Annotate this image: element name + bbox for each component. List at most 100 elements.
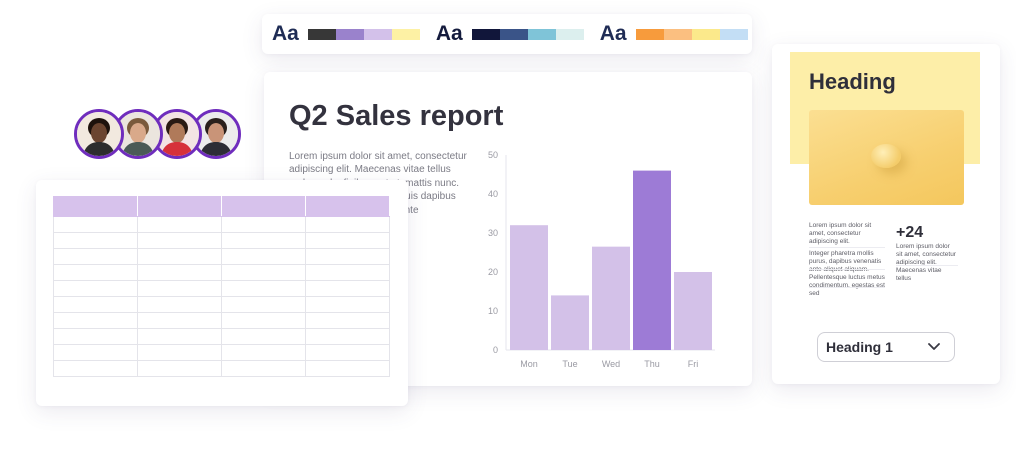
table-cell[interactable] bbox=[305, 280, 390, 297]
table-cell[interactable] bbox=[305, 264, 390, 281]
table-cell[interactable] bbox=[221, 196, 306, 217]
avatar-woman-curly-hair[interactable] bbox=[74, 109, 124, 159]
heading-card-text-1: Lorem ipsum dolor sit amet, consectetur … bbox=[809, 222, 872, 245]
palette-group[interactable]: Aa bbox=[272, 22, 420, 46]
table-cell[interactable] bbox=[137, 312, 222, 329]
bar-chart: 0 10 20 30 40 50 Mon Tue Wed Thu Fri bbox=[488, 150, 715, 369]
stat-text: Lorem ipsum dolor sit amet, consectetur … bbox=[896, 243, 956, 282]
dropdown-selected-label: Heading 1 bbox=[826, 339, 893, 355]
table-cell[interactable] bbox=[53, 216, 138, 233]
table-header-row bbox=[53, 196, 390, 217]
heading-card-text-2: Integer pharetra mollis purus, dapibus v… bbox=[809, 250, 885, 297]
table-cell[interactable] bbox=[221, 280, 306, 297]
table-row bbox=[53, 216, 390, 233]
color-swatch bbox=[471, 28, 500, 40]
y-tick-label: 30 bbox=[488, 228, 498, 238]
table-cell[interactable] bbox=[137, 344, 222, 361]
color-swatch bbox=[307, 28, 336, 40]
lemon-shape bbox=[871, 144, 901, 168]
table-row bbox=[53, 232, 390, 249]
table-row bbox=[53, 248, 390, 265]
heading-card: Heading Lorem ipsum dolor sit amet, cons… bbox=[772, 44, 1000, 384]
table-cell[interactable] bbox=[221, 328, 306, 345]
x-tick-label: Wed bbox=[602, 359, 620, 369]
color-swatch bbox=[499, 28, 528, 40]
table-cell[interactable] bbox=[53, 280, 138, 297]
x-tick-label: Mon bbox=[520, 359, 538, 369]
palette-group[interactable]: Aa bbox=[600, 22, 748, 46]
data-table bbox=[53, 196, 390, 377]
y-tick-label: 50 bbox=[488, 150, 498, 160]
table-cell[interactable] bbox=[305, 344, 390, 361]
table-cell[interactable] bbox=[53, 312, 138, 329]
y-tick-label: 0 bbox=[493, 345, 498, 355]
table-cell[interactable] bbox=[137, 264, 222, 281]
table-row bbox=[53, 296, 390, 313]
table-cell[interactable] bbox=[53, 232, 138, 249]
table-cell[interactable] bbox=[53, 296, 138, 313]
bar-fri bbox=[674, 272, 712, 350]
color-swatch bbox=[335, 28, 364, 40]
font-sample: Aa bbox=[599, 22, 627, 45]
table-cell[interactable] bbox=[53, 360, 138, 377]
y-tick-label: 40 bbox=[488, 189, 498, 199]
palette-group[interactable]: Aa bbox=[436, 22, 584, 46]
x-tick-label: Thu bbox=[644, 359, 660, 369]
table-cell[interactable] bbox=[137, 248, 222, 265]
table-cell[interactable] bbox=[305, 312, 390, 329]
x-tick-label: Tue bbox=[562, 359, 577, 369]
table-cell[interactable] bbox=[137, 196, 222, 217]
color-swatch bbox=[363, 28, 392, 40]
y-tick-label: 10 bbox=[488, 306, 498, 316]
table-row bbox=[53, 344, 390, 361]
table-cell[interactable] bbox=[305, 328, 390, 345]
table-cell[interactable] bbox=[53, 248, 138, 265]
table-cell[interactable] bbox=[53, 344, 138, 361]
color-swatch bbox=[555, 28, 584, 40]
table-cell[interactable] bbox=[221, 344, 306, 361]
table-cell[interactable] bbox=[221, 312, 306, 329]
table-cell[interactable] bbox=[305, 296, 390, 313]
table-cell[interactable] bbox=[53, 264, 138, 281]
table-cell[interactable] bbox=[221, 248, 306, 265]
table-cell[interactable] bbox=[221, 360, 306, 377]
table-cell[interactable] bbox=[137, 360, 222, 377]
color-swatch bbox=[391, 28, 420, 40]
table-cell[interactable] bbox=[137, 296, 222, 313]
bar-wed bbox=[592, 246, 630, 350]
table-cell[interactable] bbox=[221, 296, 306, 313]
table-cell[interactable] bbox=[305, 196, 390, 217]
table-row bbox=[53, 328, 390, 345]
avatar-man-glasses[interactable] bbox=[113, 109, 163, 159]
font-sample: Aa bbox=[272, 22, 299, 45]
table-row bbox=[53, 280, 390, 297]
table-cell[interactable] bbox=[137, 216, 222, 233]
rule-line bbox=[809, 247, 885, 248]
rule-line bbox=[809, 287, 885, 288]
y-tick-label: 20 bbox=[488, 267, 498, 277]
lemon-photo bbox=[809, 110, 964, 205]
table-cell[interactable] bbox=[221, 232, 306, 249]
table-row bbox=[53, 312, 390, 329]
table-row bbox=[53, 360, 390, 377]
table-cell[interactable] bbox=[221, 264, 306, 281]
table-cell[interactable] bbox=[221, 216, 306, 233]
table-cell[interactable] bbox=[305, 360, 390, 377]
avatar-woman-long-hair[interactable] bbox=[152, 109, 202, 159]
bar-tue bbox=[551, 295, 589, 350]
table-cell[interactable] bbox=[137, 232, 222, 249]
chevron-down-icon bbox=[928, 343, 940, 350]
rule-line bbox=[809, 269, 885, 270]
bar-mon bbox=[510, 225, 548, 350]
table-cell[interactable] bbox=[305, 248, 390, 265]
table-cell[interactable] bbox=[53, 328, 138, 345]
table-card bbox=[36, 180, 408, 406]
table-cell[interactable] bbox=[305, 216, 390, 233]
table-cell[interactable] bbox=[137, 280, 222, 297]
heading-style-dropdown[interactable]: Heading 1 bbox=[817, 332, 955, 362]
table-cell[interactable] bbox=[305, 232, 390, 249]
bar-thu bbox=[633, 170, 671, 350]
table-cell[interactable] bbox=[53, 196, 138, 217]
color-swatch bbox=[635, 28, 664, 40]
table-cell[interactable] bbox=[137, 328, 222, 345]
